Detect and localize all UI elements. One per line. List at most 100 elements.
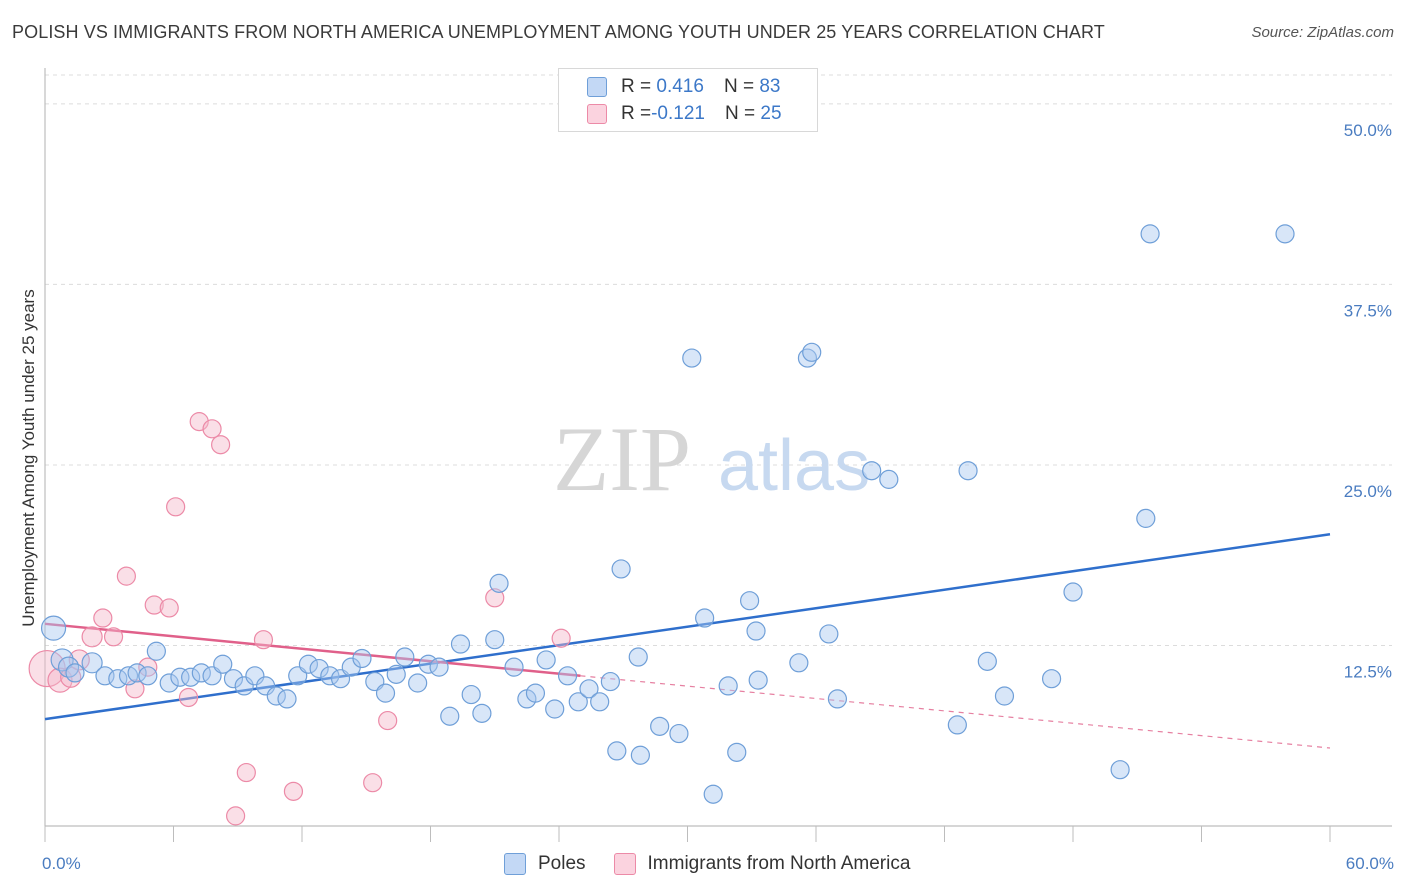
point-poles [607, 741, 627, 761]
point-poles [958, 461, 978, 481]
point-poles [485, 630, 505, 650]
point-poles [395, 647, 415, 667]
y-tick-label: 12.5% [1344, 662, 1392, 681]
legend-r-value: -0.121 [651, 103, 705, 124]
grid-lines [45, 74, 1392, 646]
point-immigrants [93, 608, 113, 628]
point-poles [947, 715, 967, 735]
point-immigrants [363, 773, 383, 793]
series-legend: Poles Immigrants from North America [504, 852, 938, 876]
legend-row-immigrants: R = -0.121 N = 25 [587, 102, 782, 126]
point-immigrants [236, 762, 256, 783]
point-immigrants [81, 626, 103, 648]
point-poles [40, 615, 67, 641]
point-poles [418, 654, 438, 674]
legend-n-label: N = [724, 103, 756, 124]
x-tick-label-min: 0.0% [42, 854, 81, 873]
point-poles [375, 683, 396, 703]
point-poles [472, 703, 492, 723]
legend-swatch-immigrants [587, 104, 607, 124]
series-legend-immigrants: Immigrants from North America [613, 853, 911, 875]
point-poles [600, 671, 621, 692]
chart-title: POLISH VS IMMIGRANTS FROM NORTH AMERICA … [12, 22, 1105, 42]
series-swatch-immigrants [613, 853, 636, 875]
point-poles [740, 591, 760, 611]
point-poles [408, 673, 428, 693]
point-poles [568, 692, 588, 712]
series-swatch-poles [504, 853, 526, 875]
point-poles [994, 686, 1015, 706]
point-immigrants [253, 630, 274, 650]
point-poles [461, 684, 481, 705]
point-immigrants [116, 566, 136, 586]
point-poles [703, 784, 723, 804]
point-poles [879, 469, 899, 489]
trend-line-immigrants [44, 622, 581, 678]
point-poles [590, 692, 610, 712]
series-label-immigrants: Immigrants from North America [647, 853, 911, 874]
point-poles [579, 679, 599, 699]
point-poles [223, 669, 244, 689]
point-poles [1041, 669, 1062, 689]
legend-n-value: 25 [760, 103, 782, 124]
watermark-zip: ZIP [553, 408, 691, 510]
point-poles [234, 676, 254, 696]
point-poles [557, 666, 578, 686]
point-poles [170, 667, 190, 687]
point-poles [525, 683, 546, 703]
point-poles [695, 608, 715, 628]
legend-r-label: R = [621, 103, 652, 124]
trend-lines [44, 533, 1331, 749]
point-poles [146, 641, 166, 661]
point-poles [440, 706, 460, 726]
point-poles [1063, 582, 1083, 602]
point-immigrants [178, 687, 199, 708]
point-poles [727, 742, 747, 762]
point-poles [159, 673, 179, 693]
point-poles [611, 559, 631, 579]
y-tick-label: 25.0% [1344, 482, 1392, 501]
legend-swatch-poles [587, 77, 607, 97]
point-poles [489, 573, 509, 593]
point-immigrants [226, 806, 246, 826]
point-immigrants [211, 435, 231, 455]
point-poles [277, 689, 297, 709]
point-poles [682, 348, 702, 368]
point-poles [827, 689, 848, 709]
point-poles [977, 651, 997, 671]
point-poles [630, 745, 650, 765]
legend-r-label: R = [621, 76, 652, 97]
point-immigrants [103, 627, 124, 647]
point-immigrants [551, 628, 571, 648]
point-poles [536, 650, 556, 670]
axes [44, 68, 1392, 842]
point-poles [65, 663, 85, 683]
point-poles [266, 686, 286, 706]
point-poles [746, 621, 766, 641]
point-immigrants [485, 588, 505, 608]
trend-line-immigrants-extension [580, 675, 1331, 749]
series-legend-poles: Poles [504, 853, 586, 875]
point-poles [181, 667, 201, 687]
point-poles [1275, 224, 1295, 244]
trend-line-poles [44, 533, 1331, 721]
point-poles [298, 654, 319, 674]
point-poles [191, 663, 211, 683]
y-axis-label: Unemployment Among Youth under 25 years [19, 289, 38, 626]
point-poles [386, 664, 406, 684]
point-poles [819, 624, 839, 644]
point-poles [1140, 224, 1160, 244]
y-tick-label: 50.0% [1344, 121, 1392, 140]
point-poles [1136, 508, 1156, 528]
series-label-poles: Poles [538, 853, 586, 874]
point-poles [352, 648, 372, 669]
point-poles [255, 676, 276, 696]
point-poles [429, 657, 449, 677]
point-poles [669, 723, 689, 744]
point-immigrants [378, 710, 398, 731]
point-poles [789, 653, 809, 673]
point-poles [127, 663, 147, 683]
point-poles [718, 676, 738, 696]
point-immigrants [202, 419, 222, 439]
legend-n-label: N = [723, 76, 755, 97]
